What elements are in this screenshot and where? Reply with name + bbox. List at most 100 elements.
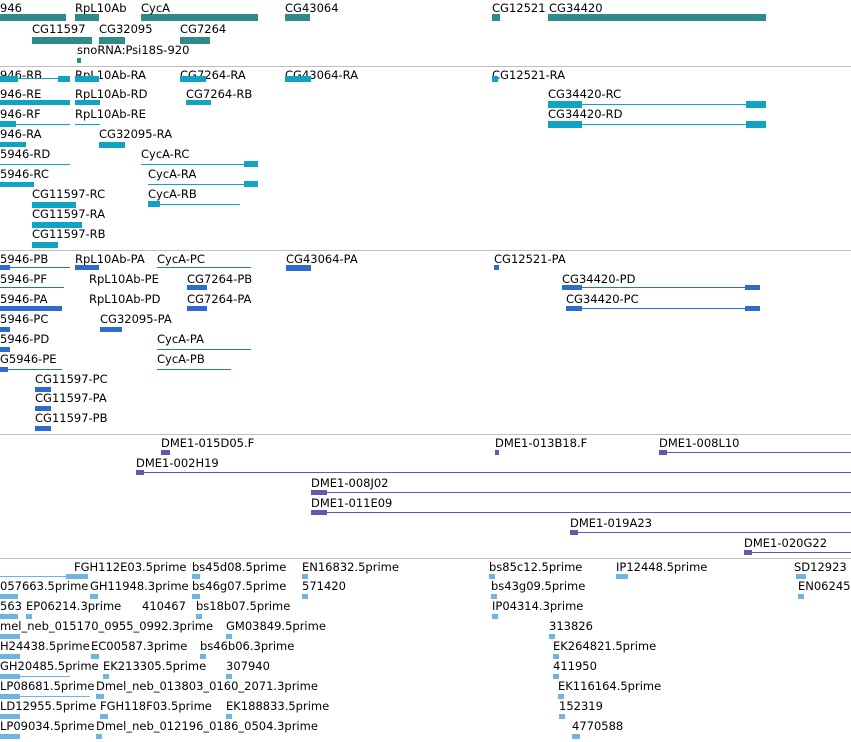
protein-exon[interactable] — [0, 306, 62, 311]
transcript-exon[interactable] — [32, 242, 58, 248]
cdna-bar[interactable] — [311, 492, 851, 493]
transcript-exon[interactable] — [0, 142, 26, 147]
transcript-bar[interactable] — [75, 124, 100, 125]
cdna-bar[interactable] — [570, 532, 851, 533]
transcript-exon[interactable] — [548, 121, 582, 128]
est-marker[interactable] — [66, 574, 88, 579]
est-marker[interactable] — [196, 614, 202, 619]
transcript-bar[interactable] — [0, 78, 70, 79]
transcript-exon[interactable] — [32, 222, 82, 228]
est-marker[interactable] — [192, 594, 200, 599]
est-marker[interactable] — [226, 674, 232, 679]
protein-exon[interactable] — [562, 285, 582, 290]
cdna-marker[interactable] — [311, 490, 327, 495]
transcript-exon[interactable] — [180, 76, 206, 82]
est-marker[interactable] — [90, 594, 98, 599]
est-marker[interactable] — [492, 614, 498, 619]
protein-bar[interactable] — [0, 287, 64, 288]
est-marker[interactable] — [0, 594, 18, 599]
est-marker[interactable] — [100, 714, 108, 719]
est-marker[interactable] — [798, 594, 804, 599]
protein-exon[interactable] — [187, 285, 207, 290]
protein-bar[interactable] — [157, 349, 251, 350]
transcript-exon[interactable] — [244, 181, 258, 187]
est-bar[interactable] — [0, 696, 90, 697]
est-marker[interactable] — [302, 594, 308, 599]
transcript-exon[interactable] — [492, 76, 498, 82]
est-marker[interactable] — [553, 654, 559, 659]
protein-exon[interactable] — [286, 265, 311, 271]
protein-exon[interactable] — [0, 265, 10, 270]
cdna-marker[interactable] — [744, 550, 752, 555]
gene-cg11597-bar[interactable] — [32, 37, 92, 44]
est-marker[interactable] — [0, 654, 20, 659]
protein-bar[interactable] — [0, 267, 70, 268]
est-marker[interactable] — [0, 674, 20, 679]
est-bar[interactable] — [0, 676, 70, 677]
est-marker[interactable] — [26, 614, 32, 619]
est-marker[interactable] — [0, 614, 18, 619]
protein-bar[interactable] — [157, 369, 231, 370]
transcript-bar[interactable] — [548, 124, 766, 125]
gene-cg43064-bar[interactable] — [285, 14, 310, 21]
transcript-bar[interactable] — [141, 164, 258, 165]
est-marker[interactable] — [302, 574, 308, 579]
cdna-marker[interactable] — [659, 450, 667, 455]
gene-cg34420-bar[interactable] — [548, 14, 766, 21]
transcript-exon[interactable] — [75, 76, 99, 82]
protein-exon[interactable] — [566, 306, 582, 311]
transcript-bar[interactable] — [148, 184, 258, 185]
est-marker[interactable] — [91, 654, 99, 659]
protein-exon[interactable] — [100, 327, 122, 332]
transcript-bar[interactable] — [148, 204, 240, 205]
transcript-exon[interactable] — [0, 121, 16, 127]
est-marker[interactable] — [553, 674, 559, 679]
transcript-exon[interactable] — [746, 101, 766, 108]
protein-exon[interactable] — [187, 306, 207, 311]
transcript-bar[interactable] — [0, 124, 70, 125]
transcript-exon[interactable] — [148, 201, 160, 207]
transcript-exon[interactable] — [75, 100, 100, 105]
est-marker[interactable] — [572, 734, 580, 739]
transcript-bar[interactable] — [0, 164, 70, 165]
transcript-exon[interactable] — [285, 76, 311, 82]
protein-bar[interactable] — [562, 287, 760, 288]
est-bar[interactable] — [0, 576, 85, 577]
gene-snorna-marker[interactable] — [77, 58, 81, 63]
transcript-exon[interactable] — [186, 100, 211, 105]
est-marker[interactable] — [200, 654, 206, 659]
est-marker[interactable] — [491, 594, 497, 599]
protein-exon[interactable] — [0, 367, 8, 372]
est-marker[interactable] — [96, 734, 102, 739]
cdna-bar[interactable] — [659, 452, 851, 453]
protein-exon[interactable] — [494, 265, 499, 270]
est-marker[interactable] — [549, 634, 555, 639]
protein-exon[interactable] — [35, 426, 51, 431]
cdna-marker[interactable] — [495, 450, 499, 455]
protein-bar[interactable] — [0, 369, 62, 370]
est-marker[interactable] — [0, 634, 20, 639]
protein-bar[interactable] — [566, 308, 760, 309]
transcript-exon[interactable] — [0, 76, 18, 82]
gene-cg32095-bar[interactable] — [99, 37, 125, 44]
est-marker[interactable] — [103, 674, 109, 679]
protein-bar[interactable] — [157, 267, 251, 268]
gene-cyca-bar[interactable] — [141, 14, 258, 21]
est-marker[interactable] — [226, 634, 232, 639]
transcript-exon[interactable] — [548, 101, 582, 108]
transcript-exon[interactable] — [58, 76, 70, 82]
transcript-exon[interactable] — [32, 202, 76, 208]
gene-rpl10ab-bar[interactable] — [75, 14, 99, 21]
cdna-bar[interactable] — [311, 512, 851, 513]
transcript-exon[interactable] — [0, 100, 70, 105]
est-marker[interactable] — [559, 714, 565, 719]
est-marker[interactable] — [616, 574, 628, 579]
transcript-exon[interactable] — [746, 121, 766, 128]
protein-exon[interactable] — [745, 306, 760, 311]
cdna-bar[interactable] — [136, 472, 851, 473]
transcript-exon[interactable] — [244, 161, 258, 167]
protein-exon[interactable] — [745, 285, 760, 290]
transcript-exon[interactable] — [0, 182, 34, 187]
est-marker[interactable] — [226, 714, 232, 719]
cdna-marker[interactable] — [570, 530, 578, 535]
